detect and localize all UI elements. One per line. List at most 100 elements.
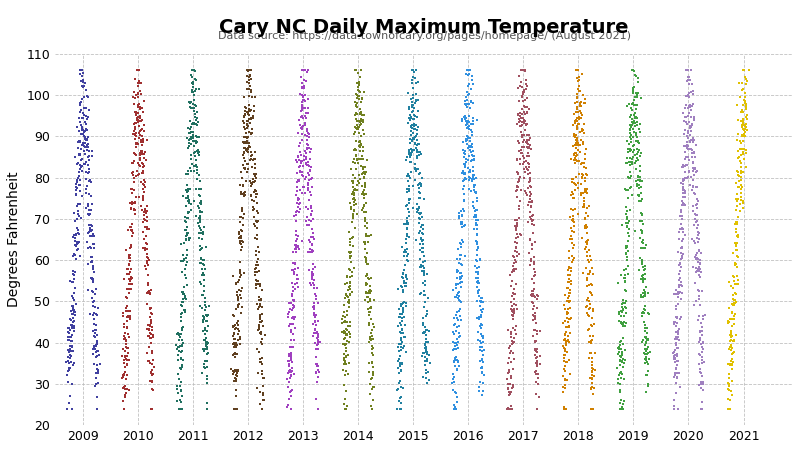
Point — [470, 216, 482, 223]
Point — [633, 193, 646, 200]
Point — [349, 186, 362, 193]
Point — [231, 368, 244, 375]
Point — [69, 217, 82, 225]
Point — [728, 302, 741, 309]
Point — [88, 332, 101, 339]
Point — [738, 126, 750, 133]
Point — [669, 359, 682, 366]
Point — [86, 277, 99, 284]
Point — [507, 259, 520, 266]
Point — [514, 79, 527, 86]
Point — [351, 160, 364, 167]
Point — [70, 190, 82, 198]
Point — [252, 321, 265, 328]
Point — [298, 104, 311, 111]
Point — [132, 77, 145, 84]
Point — [241, 72, 254, 79]
Point — [724, 337, 737, 344]
Point — [249, 223, 262, 230]
Point — [126, 131, 139, 138]
Point — [196, 228, 209, 235]
Point — [619, 297, 632, 304]
Point — [306, 216, 319, 223]
Point — [284, 336, 297, 343]
Point — [523, 183, 536, 190]
Point — [513, 250, 526, 257]
Point — [406, 108, 418, 115]
Point — [512, 233, 525, 240]
Point — [581, 303, 594, 310]
Point — [360, 257, 373, 264]
Point — [467, 186, 480, 194]
Point — [360, 279, 373, 286]
Point — [360, 209, 373, 216]
Point — [243, 144, 256, 151]
Point — [406, 80, 418, 87]
Point — [354, 111, 367, 118]
Point — [406, 147, 418, 154]
Point — [504, 298, 517, 306]
Point — [505, 405, 518, 412]
Point — [735, 190, 748, 197]
Point — [185, 134, 198, 141]
Point — [640, 356, 653, 364]
Point — [124, 315, 137, 322]
Point — [341, 279, 354, 287]
Point — [671, 335, 684, 342]
Point — [571, 136, 584, 144]
Point — [181, 231, 194, 238]
Point — [350, 211, 363, 218]
Point — [623, 162, 636, 169]
Point — [466, 167, 479, 175]
Point — [232, 293, 245, 301]
Point — [85, 259, 98, 266]
Point — [123, 223, 136, 230]
Point — [415, 352, 428, 359]
Point — [614, 320, 627, 327]
Point — [146, 378, 158, 385]
Point — [350, 99, 363, 107]
Point — [228, 330, 241, 338]
Point — [449, 405, 462, 412]
Point — [675, 237, 688, 244]
Point — [180, 189, 193, 196]
Point — [561, 315, 574, 322]
Point — [460, 121, 473, 128]
Point — [345, 258, 358, 265]
Point — [286, 297, 299, 304]
Point — [667, 356, 680, 363]
Point — [406, 94, 419, 101]
Point — [91, 369, 104, 377]
Point — [351, 126, 364, 133]
Point — [586, 282, 598, 289]
Point — [575, 174, 588, 181]
Point — [341, 332, 354, 339]
Point — [299, 204, 312, 211]
Point — [637, 272, 650, 279]
Point — [449, 356, 462, 364]
Point — [198, 265, 211, 272]
Point — [241, 147, 254, 154]
Point — [673, 235, 686, 243]
Point — [74, 99, 87, 106]
Point — [684, 106, 697, 113]
Point — [414, 255, 426, 262]
Point — [682, 168, 695, 175]
Point — [527, 260, 540, 267]
Point — [298, 112, 311, 119]
Point — [282, 368, 295, 375]
Point — [578, 159, 590, 166]
Point — [246, 163, 258, 171]
Point — [124, 275, 137, 283]
Point — [65, 316, 78, 324]
Point — [304, 212, 317, 219]
Point — [562, 264, 575, 271]
Point — [237, 191, 250, 198]
Point — [358, 202, 370, 209]
Point — [186, 121, 198, 128]
Point — [522, 150, 534, 157]
Point — [193, 214, 206, 221]
Point — [454, 270, 467, 277]
Point — [250, 190, 262, 198]
Point — [397, 384, 410, 392]
